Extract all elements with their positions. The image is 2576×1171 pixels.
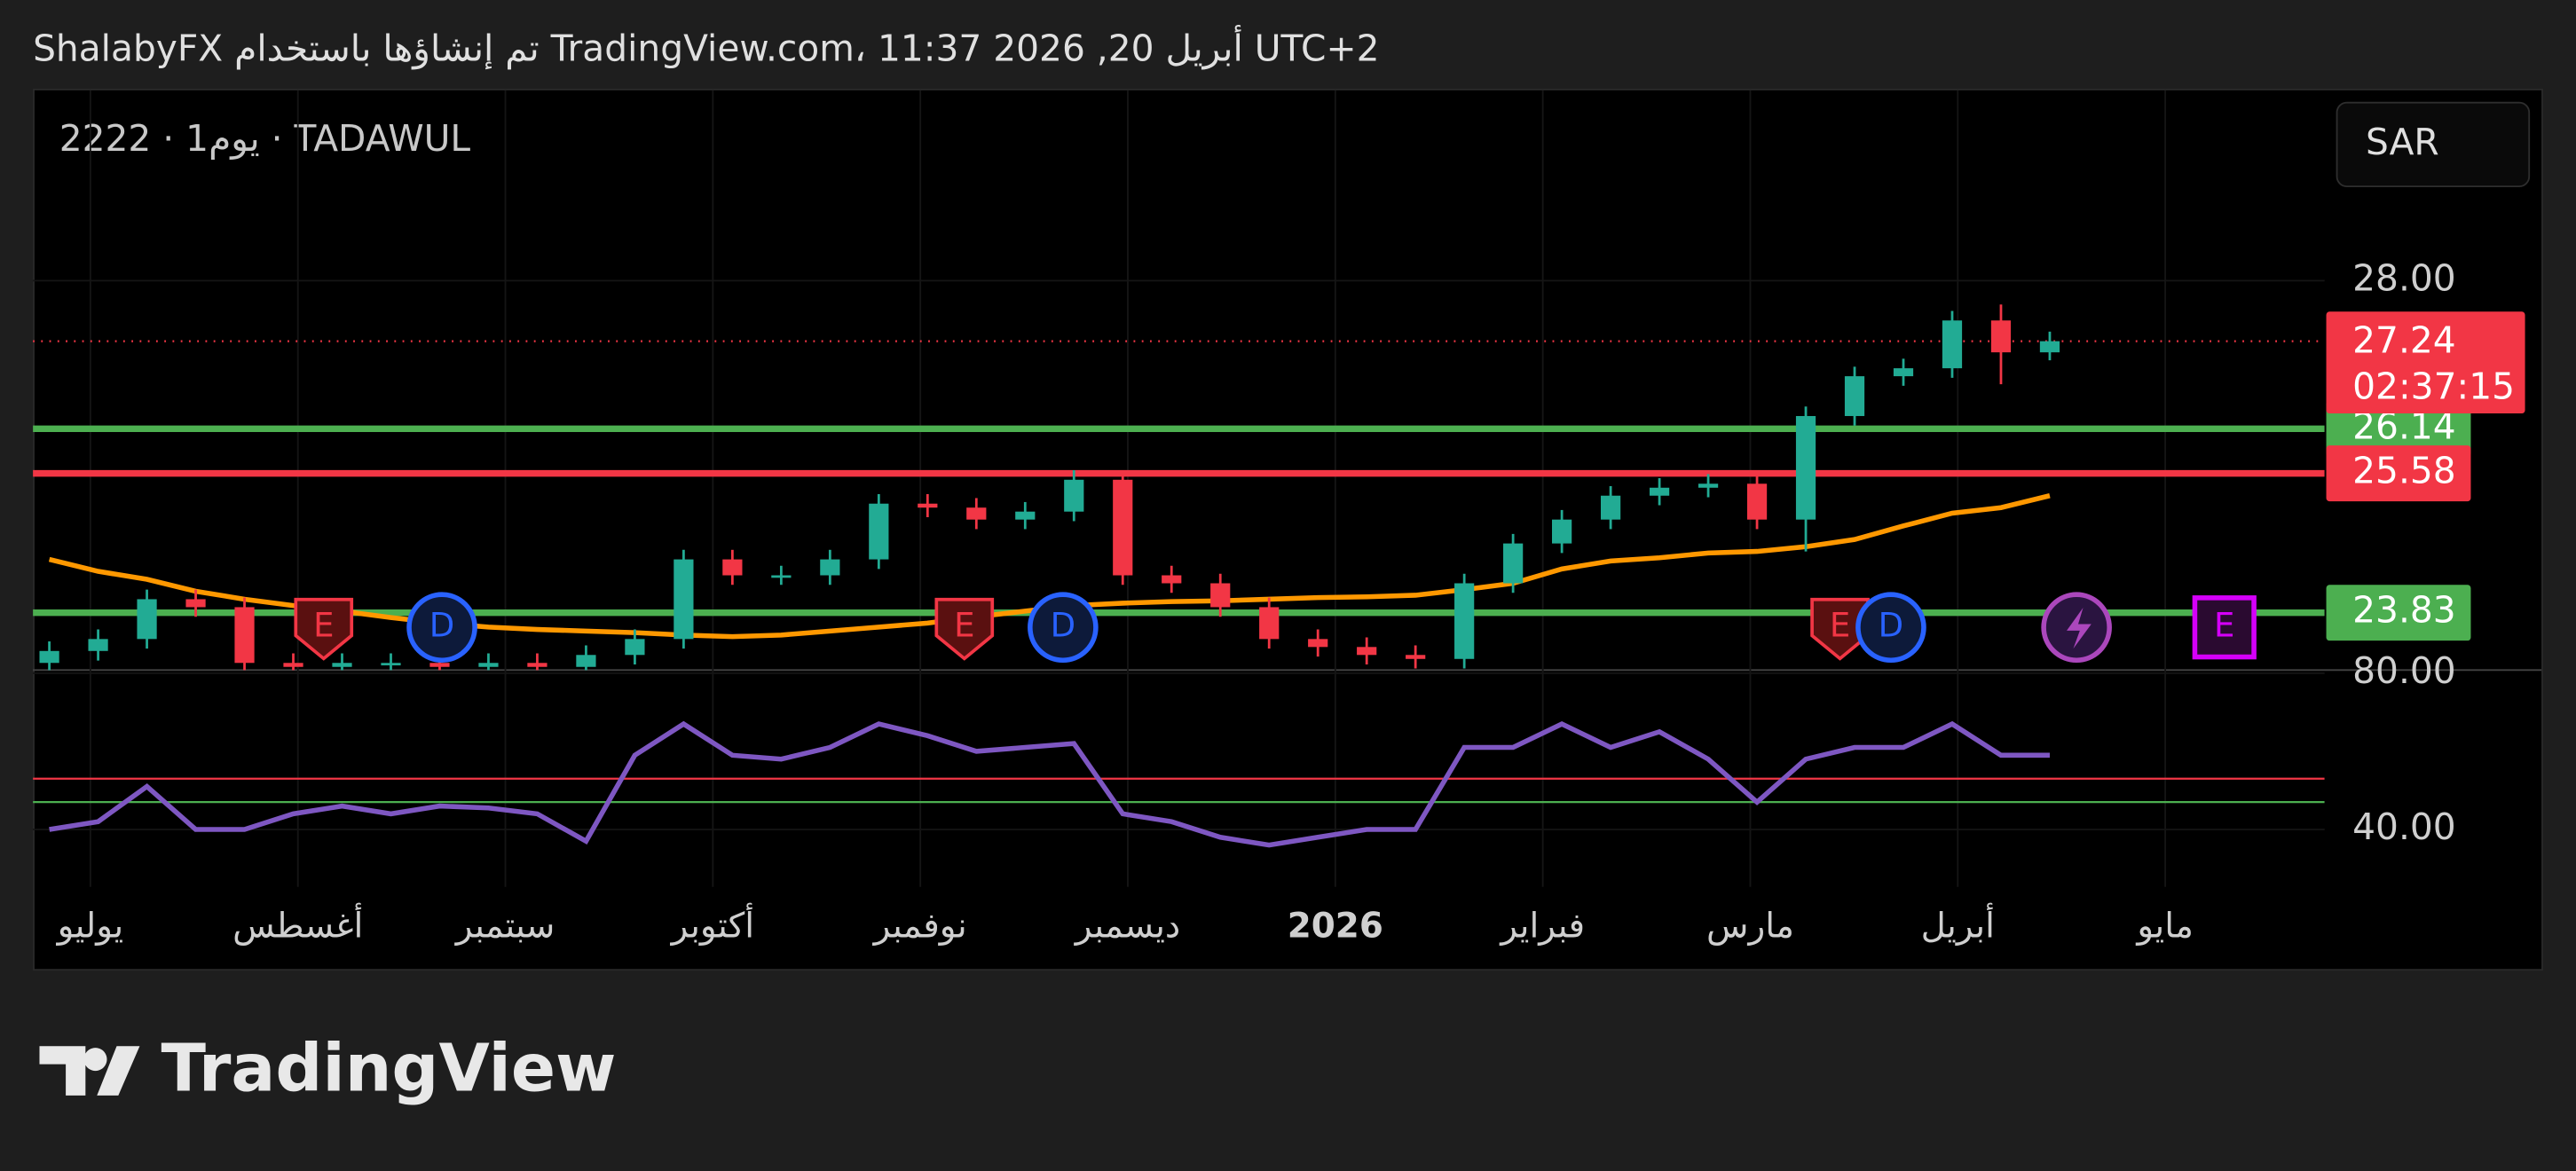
candle-body <box>1698 483 1719 488</box>
y-tick-label: 28.00 <box>2352 256 2456 299</box>
candle-body <box>2039 341 2060 353</box>
x-tick-label: أكتوبر <box>670 903 754 947</box>
last-price-badge <box>2326 311 2525 414</box>
x-tick-label: أغسطس <box>232 903 363 947</box>
candle-body <box>381 663 401 666</box>
candle-body <box>527 663 547 667</box>
x-tick-label: فبراير <box>1499 907 1585 947</box>
candle-body <box>966 507 987 520</box>
candle-body <box>1795 415 1816 520</box>
candle-body <box>429 663 450 667</box>
dividend-icon[interactable] <box>1028 592 1099 664</box>
last-price-label: 27.24 <box>2352 318 2456 361</box>
candle-body <box>1552 519 1572 544</box>
candle-body <box>1893 368 1914 377</box>
candle-body <box>869 503 889 560</box>
candle-body <box>576 655 596 667</box>
candle-body <box>1308 639 1328 648</box>
level-label: 23.83 <box>2352 589 2456 632</box>
candle-body <box>1259 607 1280 640</box>
candle-body <box>1113 479 1133 576</box>
candle-body <box>1942 320 1963 369</box>
event-label[interactable]: E <box>1830 607 1850 645</box>
x-tick-label: 2026 <box>1288 907 1383 947</box>
x-tick-label: مارس <box>1706 907 1794 947</box>
candle-body <box>1357 647 1377 656</box>
currency-box[interactable] <box>2336 101 2531 188</box>
candle-body <box>722 559 743 576</box>
event-label[interactable]: E <box>313 607 334 645</box>
candle-body <box>283 663 303 667</box>
candle-body <box>39 650 59 664</box>
dividend-icon[interactable] <box>1855 592 1926 664</box>
event-label[interactable]: E <box>954 607 974 645</box>
currency[interactable]: SAR <box>2366 121 2439 163</box>
chart-panel <box>33 88 2543 971</box>
candle-body <box>1600 495 1621 520</box>
candle-body <box>1162 575 1182 584</box>
x-tick-label: مايو <box>2135 907 2194 947</box>
axes: يوليو أغسطس سبتمبر أكتوبر نوفمبر ديسمبر 2026 فب… <box>56 256 2525 947</box>
candle-body <box>1649 487 1670 496</box>
level-badge <box>2326 445 2471 502</box>
candle-body <box>820 559 840 576</box>
candle-body <box>1210 583 1231 608</box>
candle-body <box>1990 320 2012 353</box>
candle-body <box>1844 376 1865 416</box>
rsi-line <box>49 720 2050 848</box>
y-tick-label: 80.00 <box>2352 649 2456 692</box>
event-label[interactable]: D <box>1051 607 1076 645</box>
candle-body <box>478 663 499 667</box>
earnings-icon[interactable] <box>934 597 995 661</box>
event-label[interactable]: D <box>429 607 455 645</box>
earnings-icon[interactable] <box>1810 597 1870 661</box>
dividend-icon[interactable] <box>406 592 477 664</box>
level-badge <box>2326 400 2471 457</box>
event-label[interactable]: E <box>2214 607 2234 645</box>
candle-body <box>332 663 352 667</box>
candle-body <box>1406 655 1426 659</box>
candle-body <box>234 607 255 664</box>
candle-body <box>674 559 694 640</box>
earnings-icon[interactable] <box>294 597 354 661</box>
candle-body <box>1064 479 1084 512</box>
caption: ShalabyFX تم إنشاؤها باستخدام TradingVie… <box>33 24 1379 69</box>
candle-body <box>1746 483 1768 520</box>
logo-text: TradingView <box>161 1030 616 1106</box>
candle-body <box>771 575 792 578</box>
x-tick-label: يوليو <box>56 907 124 947</box>
candle-body <box>185 599 206 608</box>
level-label: 25.58 <box>2352 450 2456 492</box>
candle-body <box>1503 543 1524 584</box>
lightning <box>2067 607 2092 649</box>
candle-body <box>88 639 108 651</box>
earnings-upcoming-icon[interactable] <box>2192 595 2257 660</box>
x-tick-label: نوفمبر <box>872 907 967 947</box>
candle-body <box>918 503 938 508</box>
x-tick-label: ديسمبر <box>1074 907 1180 947</box>
candle-body <box>1015 511 1036 520</box>
logo: TradingView <box>39 1030 616 1106</box>
y-tick-label: 40.00 <box>2352 806 2456 848</box>
candle-body <box>137 599 157 640</box>
event-label[interactable]: D <box>1879 607 1904 645</box>
candle-body <box>625 639 645 656</box>
level-badge <box>2326 585 2471 641</box>
x-tick-label: سبتمبر <box>454 907 555 947</box>
symbol: 2222 · 1يوم · TADAWUL <box>59 117 471 160</box>
candle-body <box>1454 583 1475 659</box>
rsi-pane <box>33 720 2325 848</box>
countdown: 02:37:15 <box>2352 365 2515 407</box>
logo-mark <box>39 1046 140 1096</box>
x-tick-label: أبريل <box>1921 903 1995 947</box>
events: E D E D E D E <box>294 592 2257 664</box>
